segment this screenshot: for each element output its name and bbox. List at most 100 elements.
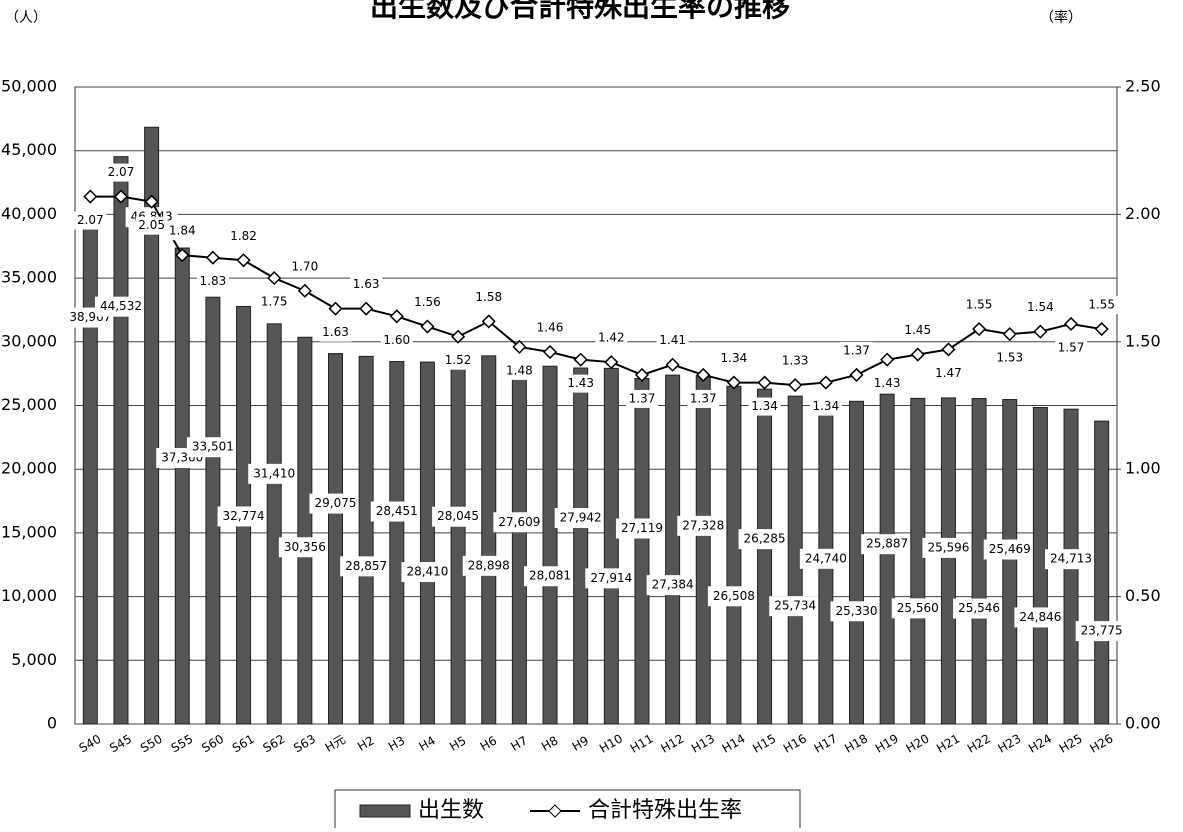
x-tick-label: H6 (478, 733, 499, 753)
value-label-bg (656, 331, 689, 350)
value-label: 30,356 (284, 540, 326, 554)
y2-tick-label: 1.00 (1125, 459, 1161, 478)
y-tick-label: 30,000 (1, 331, 57, 350)
bar (266, 323, 282, 725)
x-tick-label: S62 (261, 732, 288, 756)
value-label: 27,609 (498, 515, 540, 529)
rate-marker (205, 250, 220, 265)
value-label-bg (707, 586, 760, 607)
y-tick-label: 50,000 (1, 77, 57, 96)
rate-marker (451, 329, 466, 344)
rate-marker (512, 339, 527, 354)
value-label: 1.42 (598, 331, 625, 345)
bar (358, 355, 374, 725)
rate-marker (236, 253, 251, 268)
bar (603, 367, 619, 725)
rate-marker (359, 301, 374, 316)
value-label: 1.41 (659, 333, 686, 347)
value-label: 25,469 (989, 542, 1031, 556)
value-label-bg (135, 216, 168, 235)
bar (971, 398, 987, 725)
bar (144, 126, 160, 725)
x-tick-label: S61 (230, 732, 257, 756)
x-tick-label: H15 (750, 731, 778, 755)
x-tick-label: H8 (539, 733, 560, 753)
value-label-bg (340, 556, 393, 577)
value-label-bg (258, 293, 291, 312)
x-tick-label: H18 (842, 731, 870, 755)
x-tick-label: H5 (447, 733, 468, 753)
value-label: 1.37 (629, 391, 656, 405)
value-label-bg (830, 601, 883, 622)
value-label: 27,914 (590, 571, 632, 585)
y-tick-label: 35,000 (1, 268, 57, 287)
value-label-bg (625, 389, 658, 408)
value-label-bg (861, 534, 914, 555)
value-label: 1.63 (353, 277, 380, 291)
value-label-bg (432, 506, 485, 527)
rate-marker (910, 347, 925, 362)
value-label-bg (840, 341, 873, 360)
rate-marker (604, 355, 619, 370)
legend-label: 合計特殊出生率 (588, 798, 742, 823)
value-label-bg (595, 329, 628, 348)
value-label-bg (350, 275, 383, 294)
bar (297, 336, 313, 725)
x-tick-label: H19 (873, 731, 901, 755)
x-tick-label: H21 (934, 731, 962, 755)
bar (113, 156, 129, 725)
value-label: 1.83 (200, 274, 227, 288)
bar (573, 367, 589, 725)
value-label: 24,713 (1050, 552, 1092, 566)
x-tick-label: H23 (995, 731, 1023, 755)
y2-tick-label: 0.00 (1125, 714, 1161, 733)
value-label-bg (186, 437, 239, 458)
value-label-bg (1014, 607, 1067, 628)
rate-marker (175, 248, 190, 263)
y-tick-label: 10,000 (1, 586, 57, 605)
value-label-bg (227, 227, 260, 246)
rate-marker (113, 189, 129, 204)
y-tick-label: 0 (47, 714, 57, 733)
value-label-bg (319, 323, 352, 342)
value-label: 28,410 (406, 565, 448, 579)
x-tick-label: H7 (508, 733, 529, 753)
value-label: 33,501 (192, 440, 234, 454)
value-label-bg (196, 272, 229, 291)
value-label: 28,898 (468, 558, 510, 572)
value-label: 25,560 (897, 601, 939, 615)
rate-marker (144, 194, 159, 209)
value-label: 25,734 (774, 599, 816, 613)
bar (1002, 399, 1018, 725)
value-label: 1.70 (291, 259, 318, 273)
legend-swatch (548, 804, 562, 818)
x-tick-label: H16 (781, 731, 809, 755)
value-label: 1.58 (475, 290, 502, 304)
rate-marker (1002, 327, 1017, 342)
y-tick-label: 45,000 (1, 140, 57, 159)
value-label: 2.07 (77, 213, 104, 227)
value-label-bg (1085, 296, 1118, 315)
rate-marker (297, 283, 312, 298)
value-label-bg (983, 539, 1036, 560)
rate-marker (788, 378, 803, 393)
value-label: 1.63 (322, 325, 349, 339)
value-label: 32,774 (223, 509, 265, 523)
x-tick-label: S50 (138, 732, 165, 756)
y-tick-label: 20,000 (1, 459, 57, 478)
value-label-bg (1055, 338, 1088, 357)
y2-axis-unit: （率） (1040, 9, 1082, 26)
value-label: 27,328 (682, 518, 724, 532)
y-tick-label: 40,000 (1, 204, 57, 223)
value-label: 28,451 (376, 504, 418, 518)
x-tick-label: S55 (169, 732, 196, 756)
x-tick-label: S63 (291, 732, 318, 756)
value-label-bg (779, 352, 812, 371)
value-label: 31,410 (253, 466, 295, 480)
rate-marker (83, 189, 98, 204)
value-label-bg (248, 463, 301, 484)
value-label-bg (687, 389, 720, 408)
bar (695, 375, 711, 725)
y2-tick-label: 0.50 (1125, 586, 1161, 605)
